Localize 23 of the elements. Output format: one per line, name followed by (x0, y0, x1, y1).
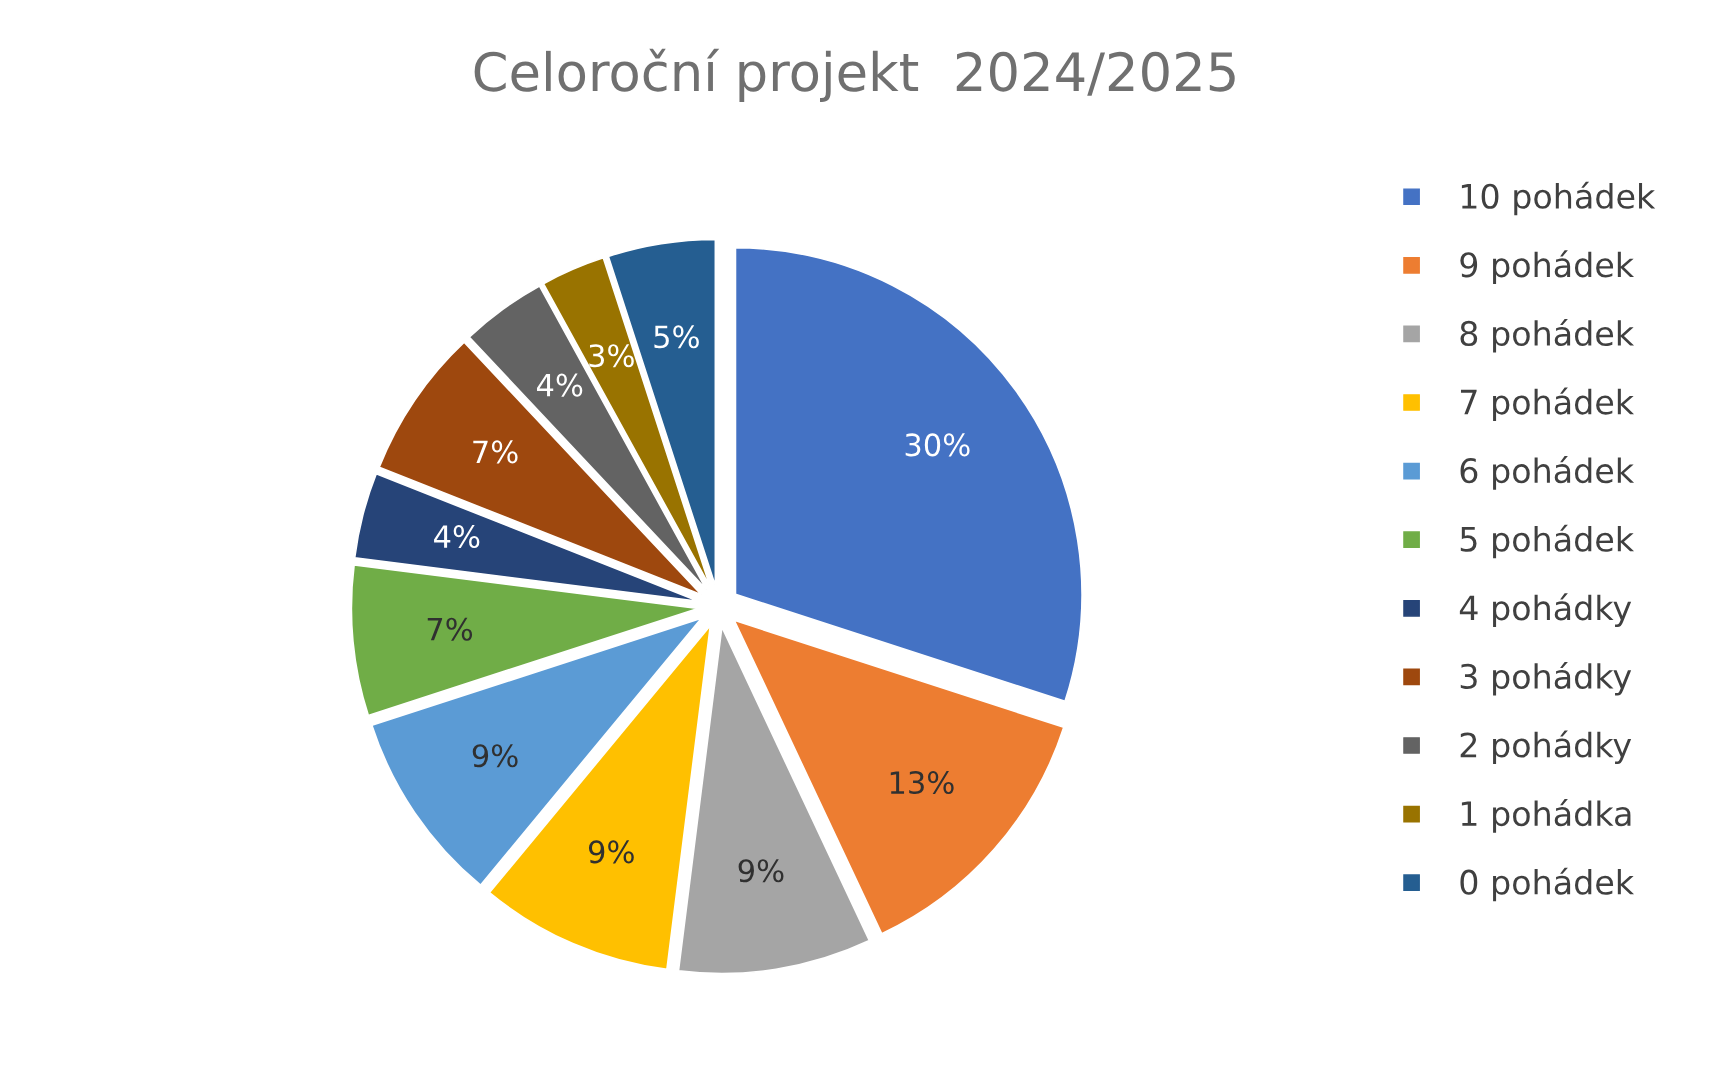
legend-label: 4 pohádky (1459, 593, 1632, 627)
chart-title: Celoroční projekt 2024/2025 (474, 48, 1235, 102)
data-label: 13% (890, 771, 954, 795)
data-label: 5% (654, 325, 699, 349)
data-label: 9% (588, 840, 634, 864)
legend-label: 2 pohádky (1460, 730, 1632, 765)
legend-label: 5 pohádek (1460, 524, 1635, 559)
data-label: 7% (473, 440, 518, 464)
data-label: 30% (905, 433, 970, 457)
legend-label: 7 pohádek (1460, 387, 1635, 422)
legend-label: 10 pohádek (1461, 181, 1656, 216)
legend-label: 8 pohádek (1460, 318, 1635, 353)
legend-label: 6 pohádek (1460, 456, 1635, 490)
data-label: 7% (427, 617, 473, 641)
legend-label: 1 pohádka (1461, 799, 1631, 833)
data-label: 4% (434, 525, 480, 549)
legend-label: 9 pohádek (1460, 250, 1635, 284)
data-label: 9% (472, 744, 518, 768)
data-label: 3% (589, 344, 634, 368)
legend-label: 3 pohádky (1460, 661, 1632, 696)
data-label: 4% (536, 373, 583, 397)
data-label: 9% (738, 859, 784, 883)
legend-label: 0 pohádek (1460, 867, 1635, 902)
